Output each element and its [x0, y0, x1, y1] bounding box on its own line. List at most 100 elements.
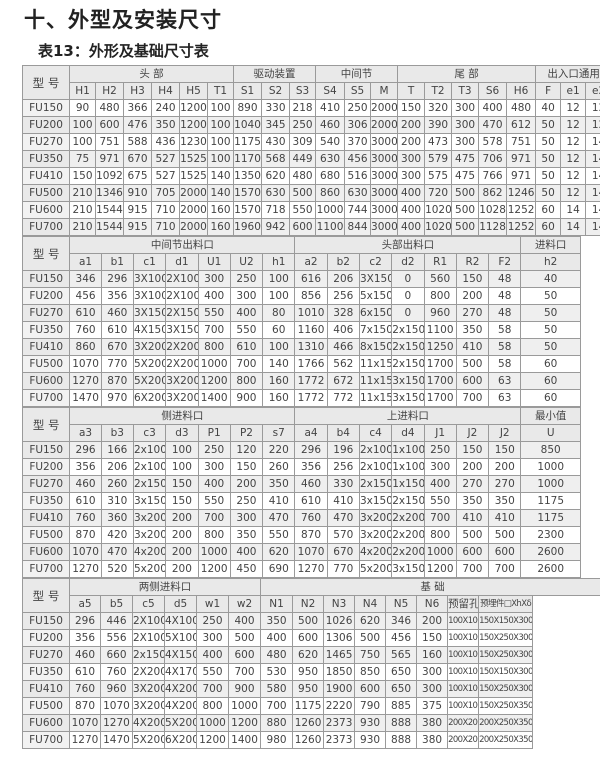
- table-row: FU700 1270 520 5x200 200 1200 450 690 1270 770 5x2…: [21, 560, 581, 578]
- value-cell: 345: [261, 116, 291, 134]
- value-cell: 900: [227, 680, 262, 698]
- value-cell: 410: [326, 492, 360, 510]
- value-cell: 620: [354, 612, 387, 630]
- value-cell: 160: [206, 218, 235, 236]
- value-cell: 1200: [197, 560, 231, 578]
- value-cell: 250: [344, 99, 372, 117]
- value-cell: 140: [262, 355, 296, 373]
- value-cell: 50: [535, 116, 562, 134]
- value-cell: 270: [455, 304, 490, 322]
- value-cell: 350: [488, 492, 522, 510]
- value-cell: 1x100: [391, 441, 425, 459]
- column-header: S4: [315, 82, 346, 100]
- value-cell: 3X200: [165, 389, 199, 407]
- value-cell: 2x150: [391, 321, 425, 339]
- column-header: a2: [294, 253, 328, 271]
- table-row: FU150 346 296 3X100 2X100 300 250 100 616 206 3X15…: [21, 270, 581, 288]
- value-cell: 140: [206, 184, 235, 202]
- model-cell: FU600: [22, 714, 70, 732]
- value-cell: 1544: [95, 201, 124, 219]
- value-cell: 446: [100, 612, 133, 630]
- value-cell: 12: [560, 150, 587, 168]
- value-cell: 100X100X400: [447, 680, 480, 698]
- value-cell: 2x150: [132, 646, 165, 664]
- value-cell: 612: [506, 116, 537, 134]
- value-cell: 700: [197, 321, 231, 339]
- value-cell: 2X200: [165, 355, 199, 373]
- value-cell: 346: [69, 270, 102, 288]
- value-cell: 900: [229, 389, 264, 407]
- value-cell: 14: [585, 150, 600, 168]
- value-cell: 3000: [370, 150, 399, 168]
- value-cell: 410: [455, 338, 490, 356]
- value-cell: 256: [326, 287, 360, 305]
- value-cell: 4X200: [164, 697, 197, 715]
- value-cell: 1270: [69, 372, 102, 390]
- value-cell: 4x200: [358, 543, 393, 561]
- value-cell: 100X100X400: [447, 697, 480, 715]
- value-cell: 356: [69, 629, 101, 647]
- value-cell: 75: [69, 150, 96, 168]
- value-cell: 100: [206, 150, 235, 168]
- value-cell: 500: [451, 184, 480, 202]
- table-row: FU500 210 1346 910 705 2000 140 1570 630 500 860 63…: [22, 184, 600, 202]
- value-cell: 380: [416, 731, 449, 749]
- value-cell: 1020: [424, 218, 453, 236]
- value-cell: 150X250X300X12: [478, 680, 534, 698]
- value-cell: 971: [95, 150, 124, 168]
- value-cell: 0: [391, 304, 425, 322]
- table-row: FU700 1270 1470 5X200 6X200 1200 1400 980 1260 23…: [22, 731, 600, 749]
- column-header: P1: [197, 424, 231, 442]
- value-cell: 710: [151, 218, 180, 236]
- value-cell: 210: [69, 184, 96, 202]
- value-cell: 800: [197, 526, 231, 544]
- value-cell: 14: [560, 218, 587, 236]
- column-header: F: [535, 82, 562, 100]
- value-cell: 550: [197, 304, 231, 322]
- value-cell: 400: [227, 612, 262, 630]
- value-cell: 300: [416, 663, 449, 681]
- value-cell: 580: [260, 680, 294, 698]
- group-header: 驱动装置: [233, 65, 317, 83]
- value-cell: 1400: [227, 731, 262, 749]
- value-cell: 3x200: [358, 526, 393, 544]
- value-cell: 100X100X350: [447, 663, 480, 681]
- value-cell: 620: [262, 543, 296, 561]
- value-cell: 770: [100, 355, 134, 373]
- value-cell: 1020: [424, 201, 453, 219]
- value-cell: 200: [165, 560, 199, 578]
- value-cell: 751: [95, 133, 124, 151]
- value-cell: 310: [100, 492, 134, 510]
- value-cell: 400: [197, 287, 231, 305]
- model-cell: FU200: [21, 458, 71, 476]
- value-cell: 600: [354, 680, 387, 698]
- value-cell: 2300: [520, 526, 581, 544]
- value-cell: 410: [455, 509, 490, 527]
- model-cell: FU270: [21, 304, 71, 322]
- model-cell: FU700: [22, 731, 70, 749]
- value-cell: 1544: [95, 218, 124, 236]
- value-cell: 250: [289, 116, 317, 134]
- model-cell: FU270: [21, 475, 71, 493]
- value-cell: 200: [165, 526, 199, 544]
- value-cell: 1070: [294, 543, 328, 561]
- value-cell: 2600: [520, 560, 581, 578]
- value-cell: 550: [423, 492, 457, 510]
- table-row: FU700 1470 970 6X200 3X200 1400 900 160 1772 772 1…: [21, 389, 581, 407]
- column-header: a5: [69, 595, 101, 613]
- value-cell: 5X200: [132, 731, 165, 749]
- value-cell: 915: [123, 201, 152, 219]
- value-cell: 160: [206, 201, 235, 219]
- value-cell: 1270: [69, 731, 101, 749]
- value-cell: 550: [229, 321, 264, 339]
- value-cell: 6X200: [164, 731, 197, 749]
- value-cell: 942: [261, 218, 291, 236]
- model-cell: FU150: [21, 270, 71, 288]
- value-cell: 700: [260, 697, 294, 715]
- value-cell: 309: [289, 133, 317, 151]
- table-row: FU350 760 610 4X150 3X150 700 550 60 1160 406 7x15…: [21, 321, 581, 339]
- value-cell: 3x200: [358, 509, 393, 527]
- value-cell: 3X150: [358, 270, 393, 288]
- value-cell: 296: [69, 441, 102, 459]
- model-cell: FU500: [22, 184, 70, 202]
